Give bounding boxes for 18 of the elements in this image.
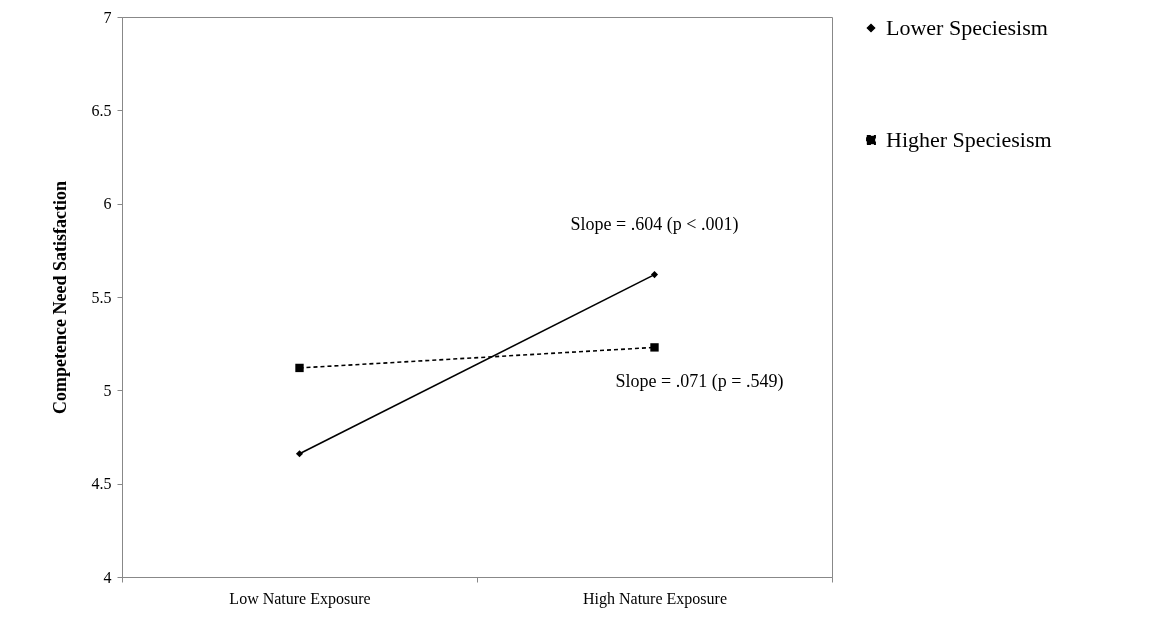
annotation: Slope = .071 (p = .549) — [615, 371, 784, 393]
y-tick-label: 5.5 — [91, 288, 112, 306]
y-tick-label: 5 — [103, 381, 112, 399]
x-tick-label: Low Nature Exposure — [229, 589, 371, 608]
y-tick-label: 6.5 — [91, 101, 112, 119]
y-tick-label: 6 — [103, 195, 112, 213]
point — [295, 450, 304, 458]
point — [650, 271, 659, 279]
legend-label: Lower Speciesism — [886, 15, 1048, 40]
x-tick-label: High Nature Exposure — [583, 589, 727, 608]
annotation: Slope = .604 (p < .001) — [570, 213, 739, 235]
y-tick-label: 7 — [103, 8, 112, 26]
y-tick-label: 4.5 — [91, 475, 112, 493]
y-axis-title: Competence Need Satisfaction — [49, 181, 70, 414]
point — [650, 343, 659, 352]
y-tick-label: 4 — [103, 568, 112, 586]
point — [295, 363, 304, 373]
legend-label: Higher Speciesism — [886, 127, 1052, 152]
